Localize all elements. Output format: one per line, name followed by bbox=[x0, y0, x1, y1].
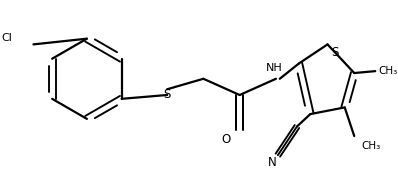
Text: CH₃: CH₃ bbox=[378, 66, 397, 76]
Text: S: S bbox=[332, 46, 339, 59]
Text: NH: NH bbox=[266, 63, 283, 74]
Text: N: N bbox=[268, 156, 277, 169]
Text: CH₃: CH₃ bbox=[361, 141, 380, 151]
Text: S: S bbox=[164, 88, 171, 101]
Text: O: O bbox=[222, 133, 231, 146]
Text: Cl: Cl bbox=[2, 33, 12, 43]
